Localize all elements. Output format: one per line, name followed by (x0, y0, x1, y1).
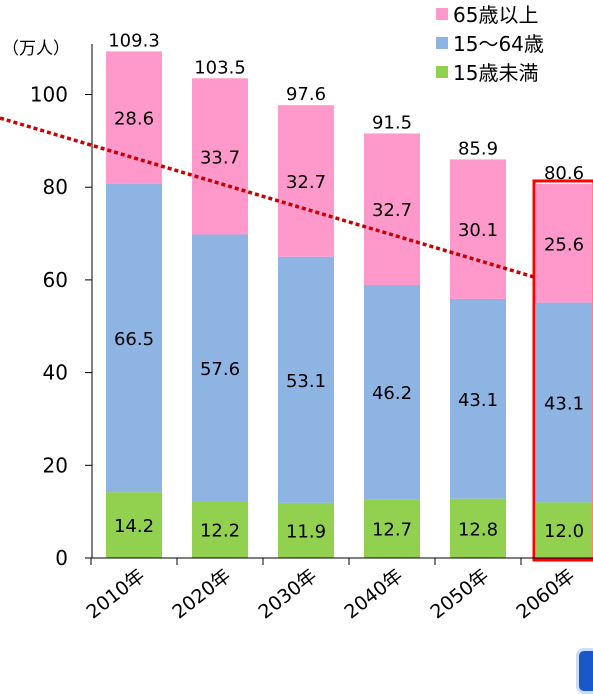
bar-2020-series-0 (192, 501, 248, 558)
bar-2030-series-2 (278, 105, 334, 257)
segment-label: 12.2 (200, 521, 240, 542)
bar-group (106, 51, 593, 562)
segment-label: 25.6 (544, 234, 584, 255)
segment-label: 32.7 (286, 172, 326, 193)
bar-2050-series-0 (450, 498, 506, 558)
y-axis-unit-label: （万人） (2, 39, 70, 59)
legend-label: 15歳未満 (453, 61, 538, 85)
total-label: 109.3 (108, 30, 160, 51)
total-label: 80.6 (544, 163, 584, 184)
segment-label: 33.7 (200, 147, 240, 168)
total-label: 91.5 (372, 112, 412, 133)
bar-2030-series-0 (278, 502, 334, 558)
y-tick-label: 20 (43, 453, 68, 477)
bar-2030-series-1 (278, 256, 334, 503)
bar-2060-series-2 (536, 183, 592, 303)
trend-line-group (0, 116, 535, 279)
total-label: 85.9 (458, 138, 498, 159)
bar-2050-series-2 (450, 159, 506, 299)
x-axis-labels: 2010年 2020年 2030年 2040年 2050年 2060年 (82, 565, 579, 624)
bar-2040-series-1 (364, 284, 420, 500)
x-tick-label: 2050年 (426, 565, 493, 624)
legend-swatch (436, 8, 448, 20)
segment-label: 11.9 (286, 521, 326, 542)
segment-label: 12.7 (372, 520, 412, 541)
legend-label: 15～64歳 (453, 32, 544, 56)
legend-label: 65歳以上 (453, 3, 538, 27)
segment-label: 57.6 (200, 359, 240, 380)
population-stacked-bar-chart: 14.2 66.5 28.6 12.2 57.6 33.7 11.9 53.1 32.7 12.7… (0, 3, 593, 624)
segment-label: 53.1 (286, 371, 326, 392)
segment-label: 12.0 (544, 521, 584, 542)
bar-2060-series-1 (536, 302, 592, 503)
x-tick-label: 2010年 (82, 565, 149, 624)
x-tick-label: 2040年 (340, 565, 407, 624)
total-label: 103.5 (194, 57, 246, 78)
y-axis: 0 20 40 60 80 100 (30, 44, 593, 570)
y-tick-label: 0 (55, 546, 68, 570)
bar-2040-series-0 (364, 499, 420, 558)
segment-label: 14.2 (114, 516, 154, 537)
segment-label-group: 14.2 66.5 28.6 12.2 57.6 33.7 11.9 53.1 32.7 12.7… (114, 109, 584, 543)
bar-2050-series-1 (450, 298, 506, 499)
highlight-frame (532, 179, 593, 562)
bar-2010-series-0 (106, 492, 162, 558)
bar-2020-series-2 (192, 78, 248, 235)
x-tick-label: 2030年 (254, 565, 321, 624)
y-tick-label: 80 (43, 175, 68, 199)
y-tick-label: 40 (43, 361, 68, 385)
segment-label: 12.8 (458, 519, 498, 540)
total-label-group: 109.3 103.5 97.6 91.5 85.9 80.6 (108, 30, 584, 184)
bar-2010-series-2 (106, 51, 162, 184)
legend: 65歳以上 15～64歳 15歳未満 (436, 3, 544, 85)
segment-label: 30.1 (458, 220, 498, 241)
y-tick-label: 60 (43, 268, 68, 292)
segment-label: 28.6 (114, 109, 154, 130)
legend-swatch (436, 37, 448, 49)
bar-2040-series-2 (364, 133, 420, 285)
bar-2020-series-1 (192, 234, 248, 502)
x-tick-label: 2060年 (512, 565, 579, 624)
y-tick-label: 100 (30, 83, 68, 107)
bar-2010-series-1 (106, 183, 162, 493)
legend-swatch (436, 66, 448, 78)
segment-label: 32.7 (372, 200, 412, 221)
segment-label: 43.1 (458, 390, 498, 411)
bar-2060-series-0 (536, 502, 592, 558)
total-label: 97.6 (286, 84, 326, 105)
segment-label: 43.1 (544, 393, 584, 414)
trend-line (0, 116, 535, 279)
x-tick-label: 2020年 (168, 565, 235, 624)
corner-badge (576, 648, 593, 694)
segment-label: 66.5 (114, 329, 154, 350)
segment-label: 46.2 (372, 383, 412, 404)
